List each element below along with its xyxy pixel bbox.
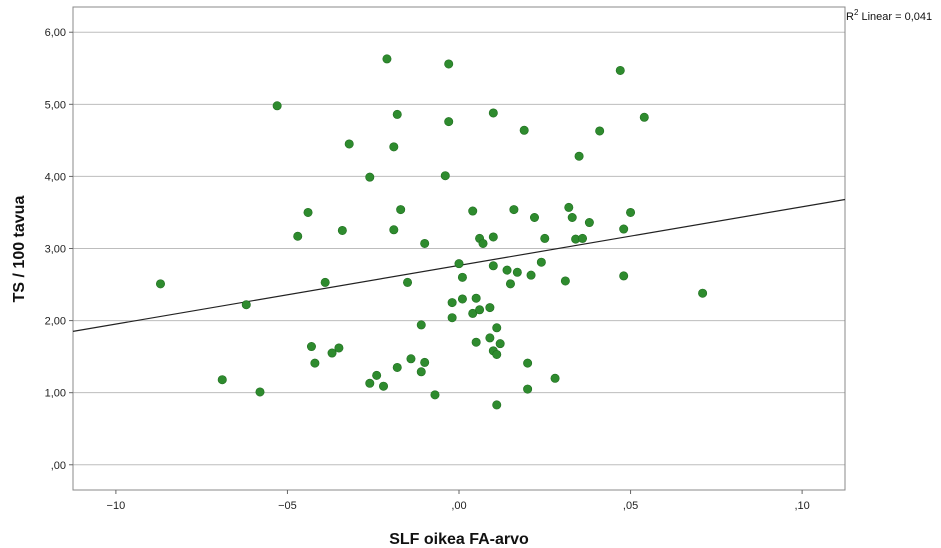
data-point bbox=[478, 238, 488, 248]
x-tick-label: ,00 bbox=[451, 500, 466, 512]
data-point bbox=[475, 305, 485, 315]
data-point bbox=[505, 279, 515, 289]
x-tick-label: ,05 bbox=[623, 500, 638, 512]
data-point bbox=[495, 339, 505, 349]
grid-lines bbox=[73, 31, 845, 466]
data-point bbox=[519, 125, 529, 135]
data-point bbox=[392, 362, 402, 372]
data-point bbox=[526, 270, 536, 280]
x-axis-ticks: −10 −05 ,00 ,05 ,10 bbox=[107, 490, 810, 512]
y-tick-label: 5,00 bbox=[45, 99, 66, 111]
data-point bbox=[365, 378, 375, 388]
data-point bbox=[416, 320, 426, 330]
data-point bbox=[293, 231, 303, 241]
data-point bbox=[698, 288, 708, 298]
data-point bbox=[382, 54, 392, 64]
data-point bbox=[488, 232, 498, 242]
data-point bbox=[639, 112, 649, 122]
data-point bbox=[241, 300, 251, 310]
data-point bbox=[447, 298, 457, 308]
data-point bbox=[512, 267, 522, 277]
data-point bbox=[584, 218, 594, 228]
y-tick-label: ,00 bbox=[51, 460, 66, 472]
data-point bbox=[217, 375, 227, 385]
data-point bbox=[626, 207, 636, 217]
data-points bbox=[155, 54, 708, 410]
x-tick-label: ,10 bbox=[794, 500, 809, 512]
data-point bbox=[574, 151, 584, 161]
data-point bbox=[444, 117, 454, 127]
data-point bbox=[389, 225, 399, 235]
data-point bbox=[403, 277, 413, 287]
data-point bbox=[471, 293, 481, 303]
data-point bbox=[564, 202, 574, 212]
data-point bbox=[396, 205, 406, 215]
data-point bbox=[344, 139, 354, 149]
data-point bbox=[550, 373, 560, 383]
data-point bbox=[454, 259, 464, 269]
data-point bbox=[416, 367, 426, 377]
data-point bbox=[406, 354, 416, 364]
data-point bbox=[536, 257, 546, 267]
y-tick-label: 6,00 bbox=[45, 27, 66, 39]
x-axis-title: SLF oikea FA-arvo bbox=[389, 531, 529, 548]
data-point bbox=[488, 108, 498, 118]
data-point bbox=[619, 271, 629, 281]
data-point bbox=[320, 277, 330, 287]
data-point bbox=[327, 348, 337, 358]
y-tick-label: 4,00 bbox=[45, 171, 66, 183]
data-point bbox=[457, 294, 467, 304]
data-point bbox=[392, 109, 402, 119]
data-point bbox=[567, 213, 577, 223]
y-tick-label: 3,00 bbox=[45, 244, 66, 256]
data-point bbox=[337, 225, 347, 235]
data-point bbox=[471, 337, 481, 347]
y-tick-label: 2,00 bbox=[45, 316, 66, 328]
data-point bbox=[492, 349, 502, 359]
data-point bbox=[430, 390, 440, 400]
x-tick-label: −10 bbox=[107, 500, 126, 512]
data-point bbox=[379, 381, 389, 391]
data-point bbox=[457, 272, 467, 282]
data-point bbox=[372, 370, 382, 380]
data-point bbox=[255, 387, 265, 397]
r-squared-label: R2 Linear = 0,041 bbox=[846, 8, 932, 23]
data-point bbox=[595, 126, 605, 136]
data-point bbox=[523, 358, 533, 368]
data-point bbox=[155, 279, 165, 289]
data-point bbox=[615, 65, 625, 75]
data-point bbox=[334, 343, 344, 353]
data-point bbox=[492, 400, 502, 410]
data-point bbox=[310, 358, 320, 368]
data-point bbox=[619, 224, 629, 234]
data-point bbox=[420, 357, 430, 367]
data-point bbox=[389, 142, 399, 152]
y-axis-title: TS / 100 tavua bbox=[11, 196, 28, 303]
data-point bbox=[306, 342, 316, 352]
data-point bbox=[444, 59, 454, 69]
data-point bbox=[523, 384, 533, 394]
data-point bbox=[529, 213, 539, 223]
data-point bbox=[447, 313, 457, 323]
data-point bbox=[485, 333, 495, 343]
data-point bbox=[468, 206, 478, 216]
data-point bbox=[303, 207, 313, 217]
data-point bbox=[272, 101, 282, 111]
x-tick-label: −05 bbox=[278, 500, 297, 512]
data-point bbox=[488, 261, 498, 271]
data-point bbox=[365, 172, 375, 182]
data-point bbox=[578, 233, 588, 243]
data-point bbox=[540, 233, 550, 243]
data-point bbox=[420, 238, 430, 248]
data-point bbox=[502, 265, 512, 275]
data-point bbox=[492, 323, 502, 333]
y-axis-ticks: ,00 1,00 2,00 3,00 4,00 5,00 6,00 bbox=[45, 27, 73, 472]
data-point bbox=[485, 303, 495, 313]
data-point bbox=[440, 171, 450, 181]
data-point bbox=[560, 276, 570, 286]
y-tick-label: 1,00 bbox=[45, 388, 66, 400]
data-point bbox=[509, 205, 519, 215]
